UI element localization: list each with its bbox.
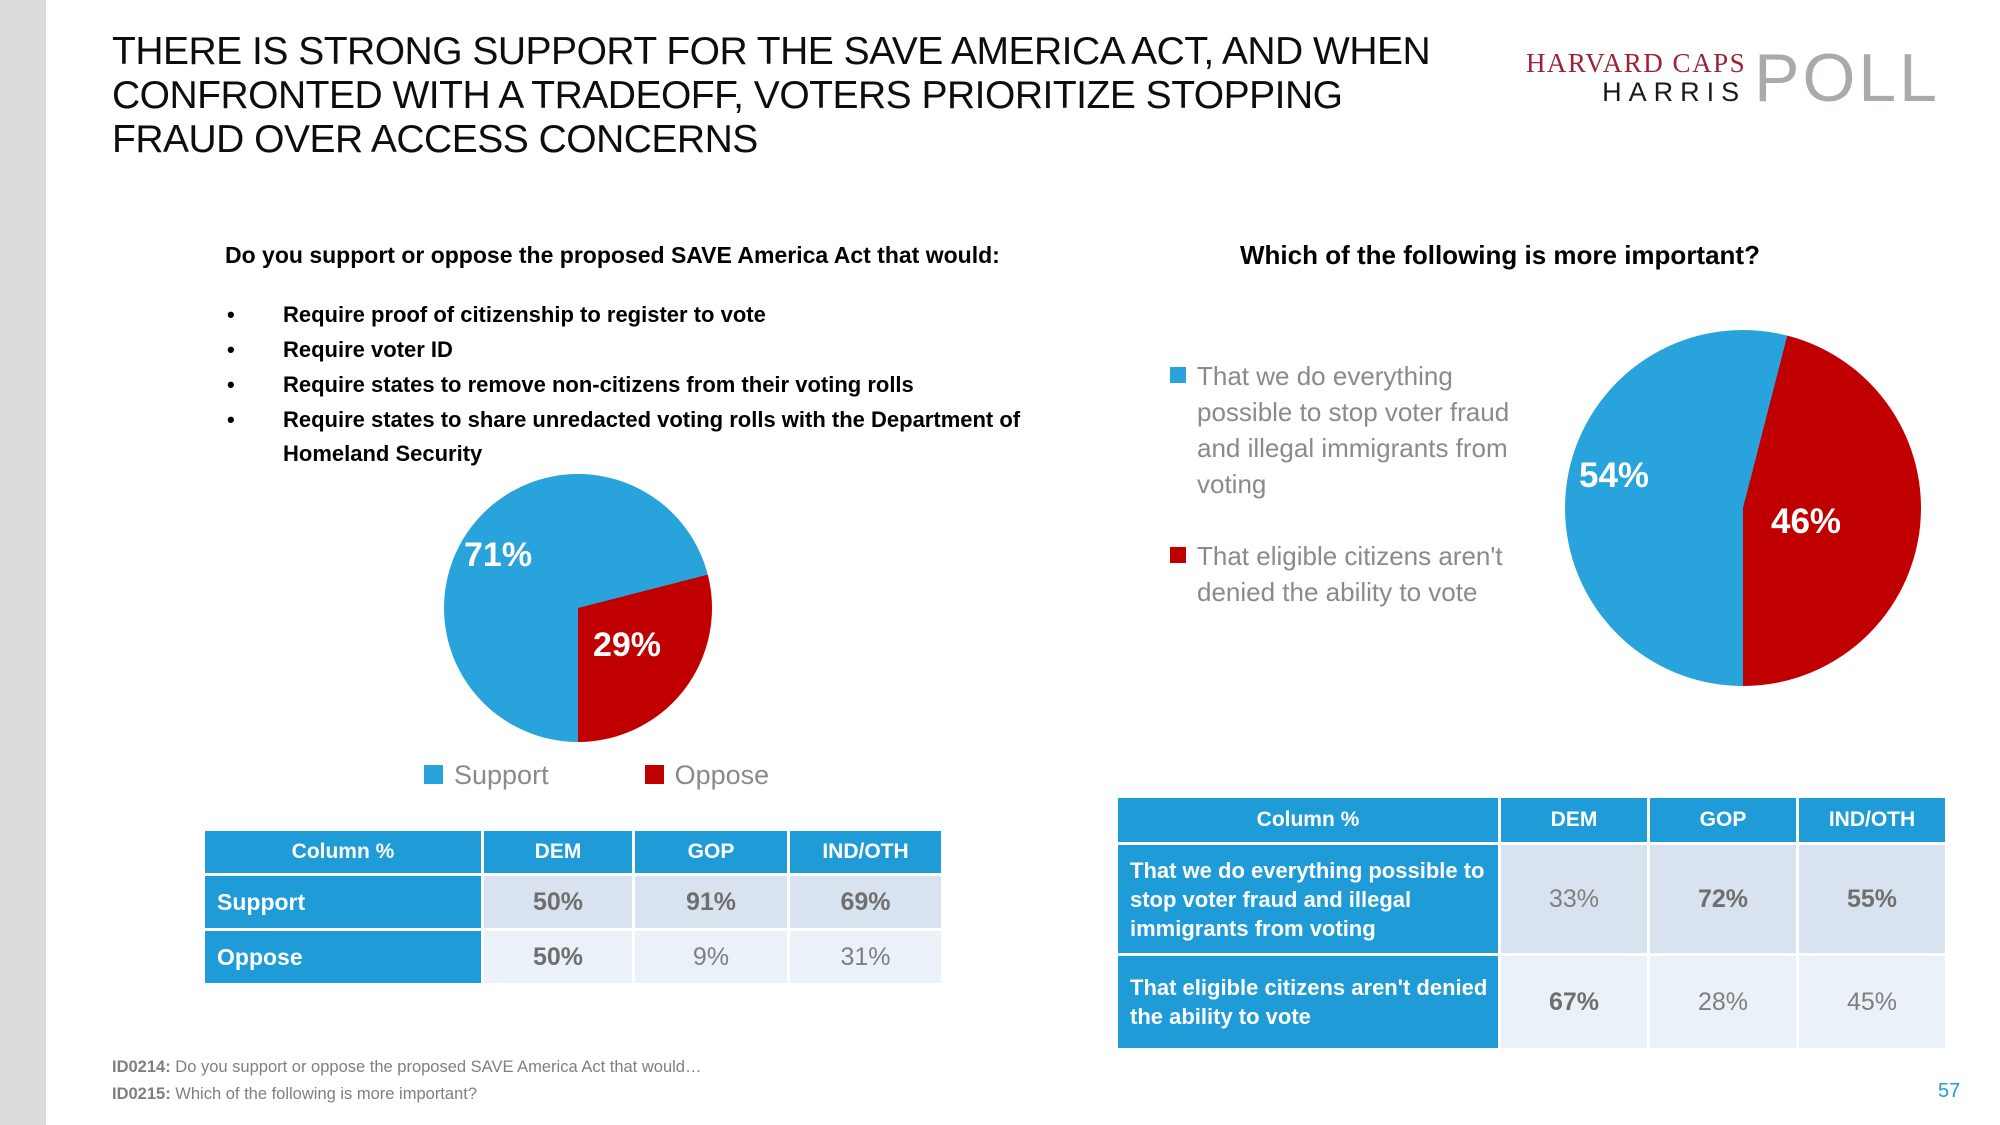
support-oppose-crosstab-table: Column % DEM GOP IND/OTH Support 50% 91%… — [202, 828, 944, 986]
row-label-cell: Support — [205, 876, 481, 928]
header-cell: GOP — [1650, 798, 1796, 842]
value-cell: 9% — [635, 931, 787, 983]
slide-title-line: THERE IS STRONG SUPPORT FOR THE SAVE AME… — [112, 30, 1431, 73]
page-number: 57 — [1938, 1080, 1961, 1102]
legend-item-support: Support — [424, 760, 549, 790]
bullet-item: Require states to remove non-citizens fr… — [225, 368, 1035, 402]
value-cell: 67% — [1501, 956, 1647, 1048]
logo-harvard-caps: HARVARD CAPS — [1525, 48, 1747, 78]
pie-value-label-oppose: 29% — [592, 626, 662, 664]
slide-title-line: FRAUD OVER ACCESS CONCERNS — [112, 118, 758, 161]
footnotes: ID0214: Do you support or oppose the pro… — [112, 1054, 701, 1108]
left-pie-legend: Support Oppose — [424, 760, 769, 790]
header-cell: Column % — [205, 831, 481, 873]
header-cell: Column % — [1118, 798, 1498, 842]
legend-item-not-denied: That eligible citizens aren't denied the… — [1170, 538, 1516, 610]
bullet-item: Require voter ID — [225, 333, 1035, 367]
table-row: That eligible citizens aren't denied the… — [1118, 956, 1945, 1048]
importance-crosstab-table: Column % DEM GOP IND/OTH That we do ever… — [1115, 795, 1948, 1051]
legend-swatch-support — [424, 765, 443, 784]
value-cell: 45% — [1799, 956, 1945, 1048]
left-question: Do you support or oppose the proposed SA… — [225, 242, 1000, 268]
table-row: Support 50% 91% 69% — [205, 876, 941, 928]
value-cell: 69% — [790, 876, 941, 928]
pie-value-label-stop-fraud: 54% — [1579, 456, 1650, 495]
logo-poll: POLL — [1754, 40, 1940, 116]
value-cell: 50% — [484, 876, 632, 928]
pie-value-label-support: 71% — [464, 536, 533, 574]
value-cell: 55% — [1799, 845, 1945, 953]
table-row: Oppose 50% 9% 31% — [205, 931, 941, 983]
legend-label-stop-fraud: That we do everything possible to stop v… — [1197, 361, 1510, 499]
table-row: That we do everything possible to stop v… — [1118, 845, 1945, 953]
pie-value-label-not-denied: 46% — [1771, 502, 1842, 541]
legend-swatch-oppose — [644, 765, 664, 784]
legend-label-support: Support — [454, 760, 549, 790]
right-question: Which of the following is more important… — [1240, 240, 1760, 270]
legend-swatch-stop-fraud — [1170, 367, 1186, 383]
footnote-id: ID0214: — [112, 1058, 171, 1076]
value-cell: 91% — [635, 876, 787, 928]
footnote: ID0214: Do you support or oppose the pro… — [112, 1054, 701, 1081]
value-cell: 28% — [1650, 956, 1796, 1048]
slide-title-line: CONFRONTED WITH A TRADEOFF, VOTERS PRIOR… — [112, 74, 1343, 117]
value-cell: 72% — [1650, 845, 1796, 953]
value-cell: 50% — [484, 931, 632, 983]
legend-label-not-denied: That eligible citizens aren't denied the… — [1197, 541, 1503, 607]
footnote: ID0215: Which of the following is more i… — [112, 1081, 701, 1108]
left-question-bullets: Require proof of citizenship to register… — [225, 298, 1035, 472]
value-cell: 31% — [790, 931, 941, 983]
row-label-cell: That we do everything possible to stop v… — [1118, 845, 1498, 953]
legend-swatch-not-denied — [1170, 547, 1186, 563]
footnote-id: ID0215: — [112, 1085, 171, 1103]
left-edge-strip — [0, 0, 46, 1125]
table-header-row: Column % DEM GOP IND/OTH — [1118, 798, 1945, 842]
footnote-text: Which of the following is more important… — [175, 1085, 478, 1103]
legend-label-oppose: Oppose — [674, 760, 770, 790]
header-cell: DEM — [484, 831, 632, 873]
importance-pie-chart: 54% 46% — [1565, 330, 1921, 686]
row-label-cell: Oppose — [205, 931, 481, 983]
value-cell: 33% — [1501, 845, 1647, 953]
header-cell: IND/OTH — [790, 831, 941, 873]
legend-item-stop-fraud: That we do everything possible to stop v… — [1170, 358, 1516, 502]
table-header-row: Column % DEM GOP IND/OTH — [205, 831, 941, 873]
slide-title: THERE IS STRONG SUPPORT FOR THE SAVE AME… — [112, 30, 1572, 162]
legend-item-oppose: Oppose — [644, 760, 770, 790]
logo-harris: HARRIS — [1602, 77, 1747, 107]
header-cell: GOP — [635, 831, 787, 873]
footnote-text: Do you support or oppose the proposed SA… — [175, 1058, 702, 1076]
bullet-item: Require proof of citizenship to register… — [225, 298, 1035, 332]
harvard-caps-harris-poll-logo: HARVARD CAPS HARRIS POLL — [1525, 40, 1940, 116]
header-cell: DEM — [1501, 798, 1647, 842]
bullet-item: Require states to share unredacted votin… — [225, 403, 1035, 471]
row-label-cell: That eligible citizens aren't denied the… — [1118, 956, 1498, 1048]
logo-text-stack: HARVARD CAPS HARRIS — [1525, 48, 1747, 108]
right-pie-legend: That we do everything possible to stop v… — [1170, 358, 1516, 610]
support-oppose-pie-chart: 71% 29% — [444, 474, 712, 742]
header-cell: IND/OTH — [1799, 798, 1945, 842]
